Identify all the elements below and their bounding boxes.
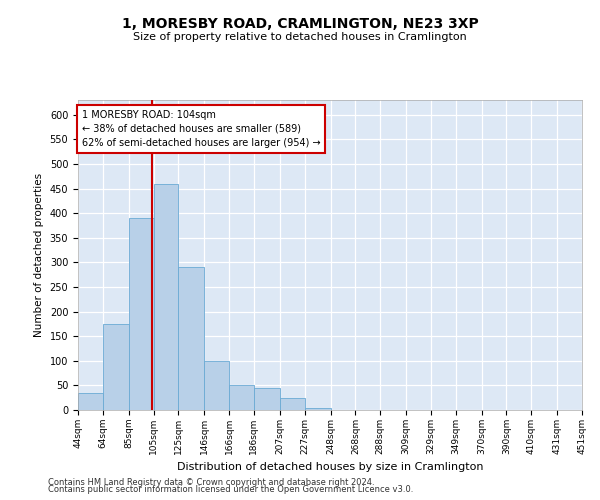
Bar (205, 361, 229, 410)
Bar (254, 388, 280, 410)
Text: Contains HM Land Registry data © Crown copyright and database right 2024.: Contains HM Land Registry data © Crown c… (48, 478, 374, 487)
Text: 1, MORESBY ROAD, CRAMLINGTON, NE23 3XP: 1, MORESBY ROAD, CRAMLINGTON, NE23 3XP (122, 18, 478, 32)
Bar (103, 324, 129, 410)
X-axis label: Distribution of detached houses by size in Cramlington: Distribution of detached houses by size … (177, 462, 483, 472)
Bar (154, 184, 178, 410)
Text: 1 MORESBY ROAD: 104sqm
← 38% of detached houses are smaller (589)
62% of semi-de: 1 MORESBY ROAD: 104sqm ← 38% of detached… (82, 110, 320, 148)
Bar (305, 408, 331, 410)
Bar (78, 393, 103, 410)
Bar (129, 218, 154, 410)
Bar (280, 398, 305, 410)
Bar (178, 268, 205, 410)
Bar (229, 386, 254, 410)
Text: Contains public sector information licensed under the Open Government Licence v3: Contains public sector information licen… (48, 486, 413, 494)
Text: Size of property relative to detached houses in Cramlington: Size of property relative to detached ho… (133, 32, 467, 42)
Y-axis label: Number of detached properties: Number of detached properties (34, 173, 44, 337)
